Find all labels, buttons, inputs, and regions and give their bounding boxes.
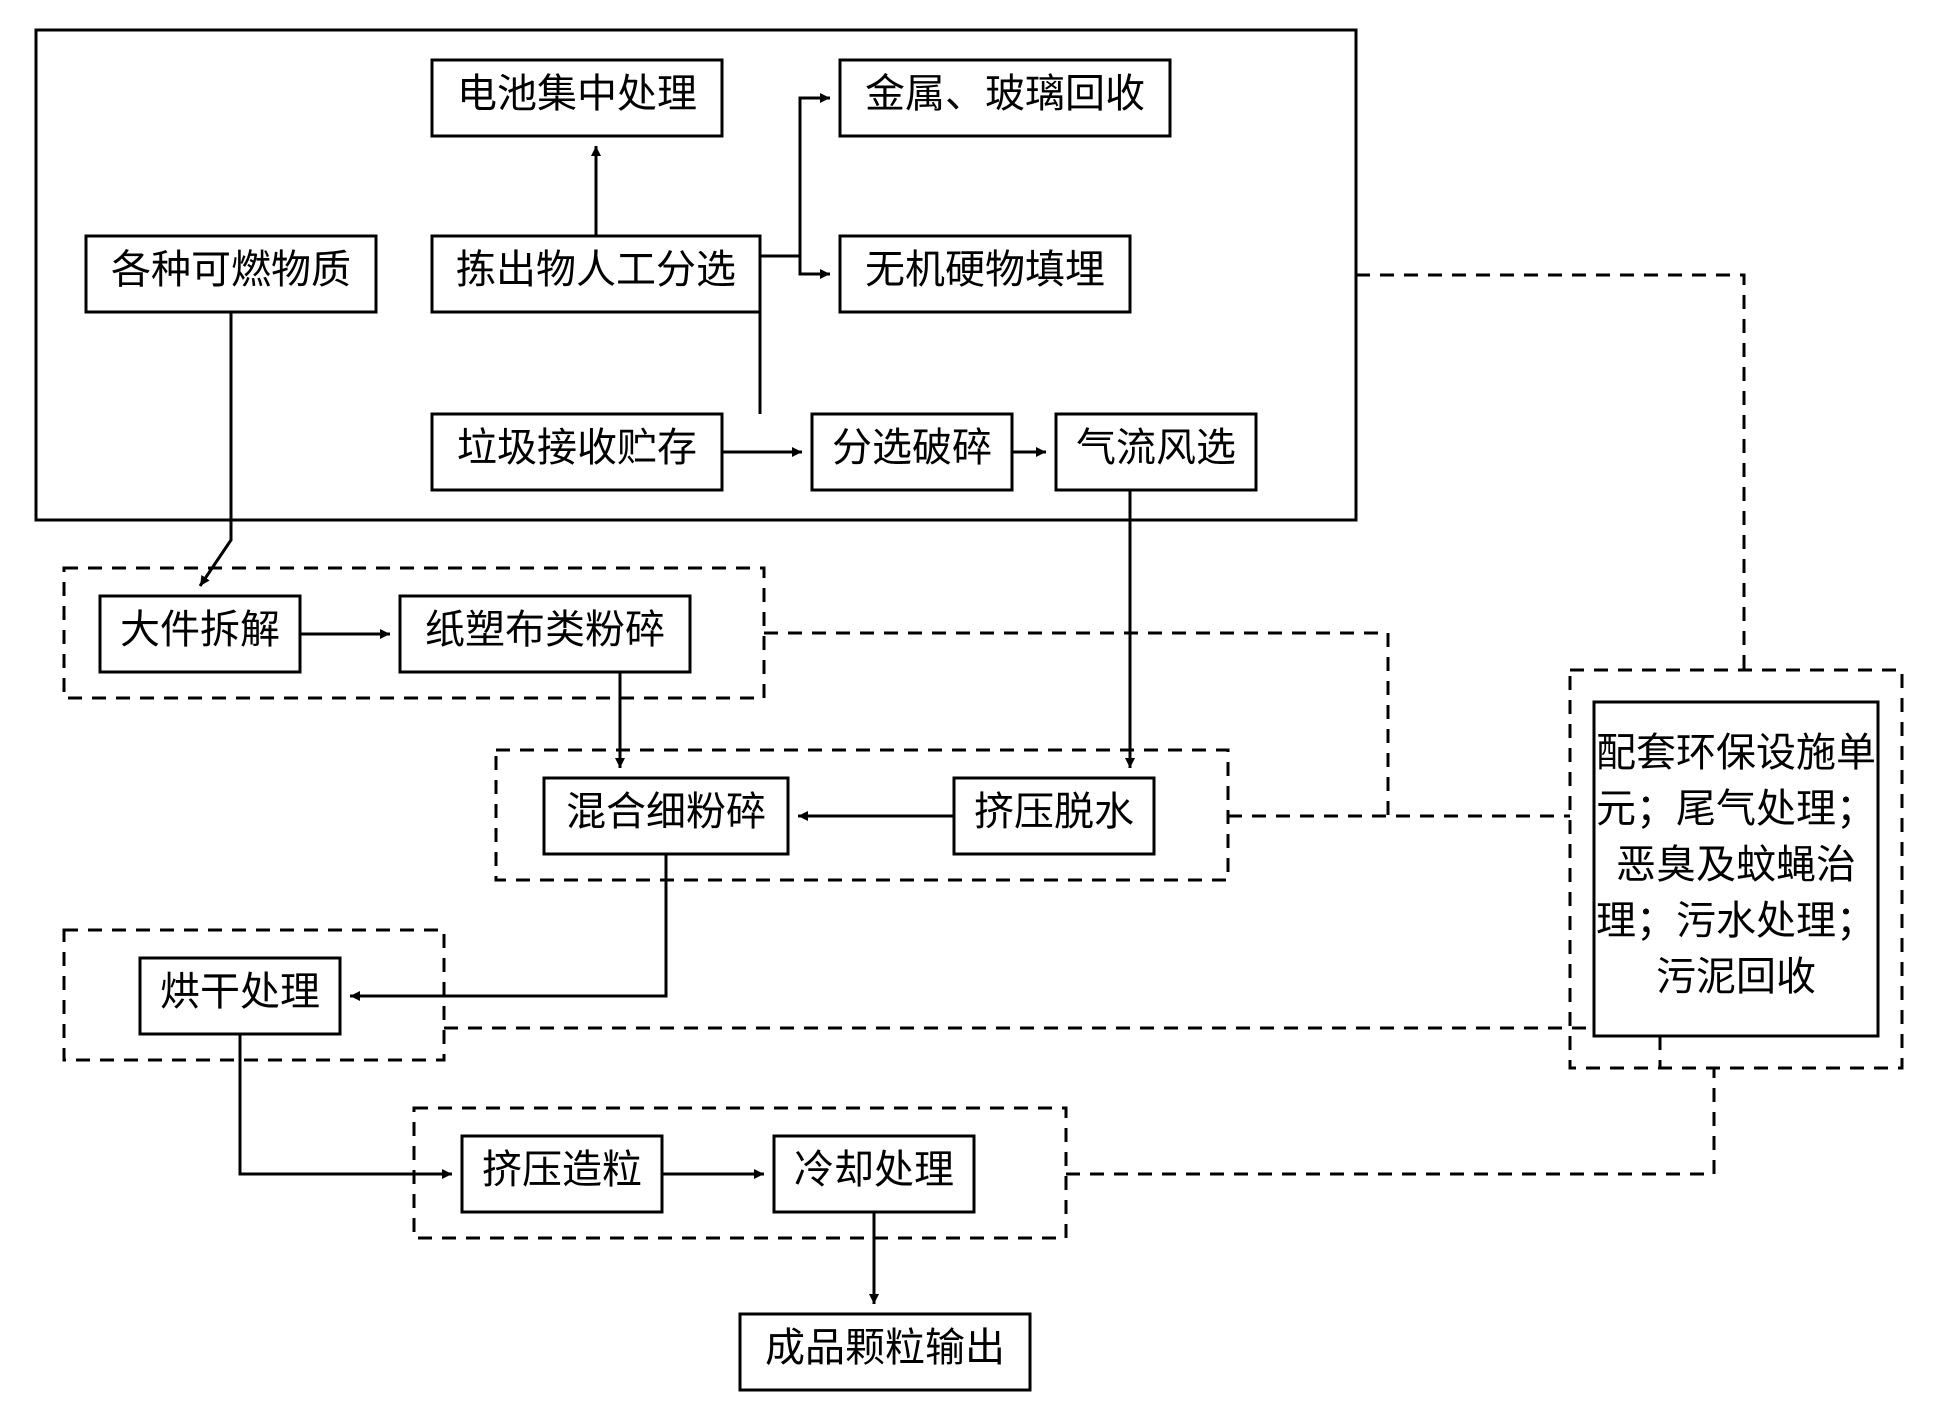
label-n_wind: 气流风选 [1076,425,1236,470]
label-n_combust: 各种可燃物质 [111,247,351,292]
label-n_dry: 烘干处理 [160,969,320,1014]
edge-g_dry-g_env [444,1028,1660,1068]
label-n_fill: 无机硬物填埋 [865,247,1105,292]
label-n_out: 成品颗粒输出 [765,1325,1005,1370]
label-n_gran: 挤压造粒 [482,1147,642,1192]
label-n_sort: 拣出物人工分选 [456,247,736,292]
edge-n_sort-n_metal [760,98,830,256]
label-n_recv: 垃圾接收贮存 [457,425,697,470]
edge-g_gran-g_env [1066,1068,1714,1174]
edge-g_top-g_env [1356,275,1744,670]
label-n_env-4: 污泥回收 [1656,954,1816,999]
label-n_env-2: 恶臭及蚊蝇治 [1616,842,1856,887]
edge-n_sort-n_fill [800,256,830,274]
edge-n_combust-n_disasm [200,312,231,586]
edge-n_mix-n_dry [350,854,666,996]
label-n_metal: 金属、玻璃回收 [865,71,1145,116]
label-n_cool: 冷却处理 [794,1147,954,1192]
label-n_env-1: 元；尾气处理； [1596,786,1876,831]
label-n_mix: 混合细粉碎 [566,789,766,834]
label-n_disasm: 大件拆解 [120,607,280,652]
label-n_dewater: 挤压脱水 [974,789,1134,834]
edge-n_dry-n_gran [240,1034,452,1174]
label-n_battery: 电池集中处理 [457,71,697,116]
label-n_paper: 纸塑布类粉碎 [425,607,665,652]
label-n_env-3: 理；污水处理； [1596,898,1876,943]
label-n_env-0: 配套环保设施单 [1596,730,1876,775]
label-n_crush: 分选破碎 [832,425,992,470]
